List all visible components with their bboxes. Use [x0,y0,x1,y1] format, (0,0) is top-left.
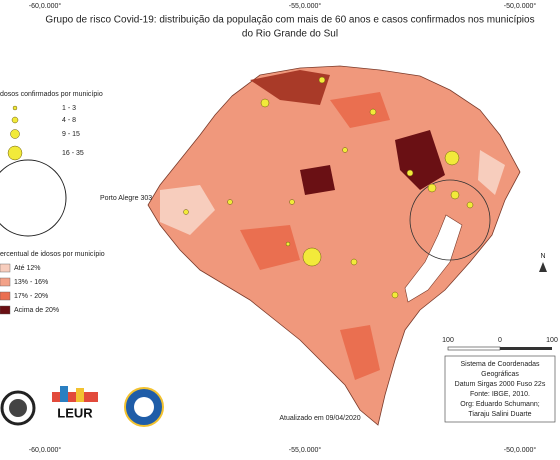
info-line: Geográficas [481,371,519,378]
case-circle [302,247,322,267]
case-circle [318,76,326,84]
region [300,165,335,195]
updated-label: Atualizado em 09/04/2020 [279,415,360,422]
lagoon [404,214,463,303]
case-circle [409,179,491,261]
legend-swatch [0,277,11,287]
scale-label: 0 [498,337,502,344]
graticule-label: -50,0.000° [504,2,537,10]
legend-symbol [12,105,18,111]
graticule-label: -60,0.000° [29,446,62,454]
case-circle [285,241,291,247]
case-circle [369,108,377,116]
logo [52,392,98,402]
case-circle [444,150,460,166]
case-circle [466,201,474,209]
legend-label: Porto Alegre 303 [100,195,152,202]
legend-title: dosos confirmados por município [0,91,103,98]
case-circle [260,98,270,108]
case-circle [391,291,399,299]
case-circle [289,199,295,205]
legend-symbol [10,129,20,139]
case-circle [183,209,189,215]
title: do Rio Grande do Sul [242,29,338,40]
region [240,225,300,270]
info-box [444,355,556,423]
legend-label: 13% - 16% [14,279,48,286]
legend-swatch [0,263,11,273]
legend-swatch [0,291,11,301]
legend-label: 16 - 35 [62,150,84,157]
legend-label: 1 - 3 [62,105,76,112]
legend-swatch [0,305,11,315]
region [340,325,380,380]
info-line: Datum Sirgas 2000 Fuso 22s [455,381,546,388]
region [330,92,390,128]
graticule-label: -55,0.000° [289,2,322,10]
legend-symbol [7,145,23,161]
legend-label: Até 12% [14,265,40,272]
info-line: Sistema de Coordenadas [461,361,540,368]
logo [9,399,27,417]
legend-label: 9 - 15 [62,131,80,138]
graticule-label: -55,0.000° [289,446,322,454]
state-map [147,65,521,426]
case-circle [227,199,233,205]
info-line: Fonte: IBGE, 2010. [470,391,530,398]
info-line: Org: Eduardo Schumann; [460,401,539,408]
north-arrow [539,262,547,272]
graticule-label: -50,0.000° [504,446,537,454]
logo-text: LEUR [57,405,93,420]
legend-title: ercentual de idosos por município [0,251,105,258]
info-line: Tiaraju Salini Duarte [468,411,531,418]
legend-label: Acima de 20% [14,307,59,314]
scale-label: 100 [546,337,558,344]
logo [60,386,68,402]
case-circle [342,147,348,153]
case-circle [406,169,414,177]
legend-label: 4 - 8 [62,117,76,124]
region [478,150,505,195]
scale-bar [447,346,552,351]
logo [134,397,154,417]
title: Grupo de risco Covid-19: distribuição da… [45,15,534,26]
case-circle [427,183,437,193]
case-circle [450,190,460,200]
region [250,70,330,105]
logo [76,388,84,402]
graticule-label: -60,0.000° [29,2,62,10]
scale-label: 100 [442,337,454,344]
legend-symbol [11,116,19,124]
case-circle [350,258,358,266]
legend-symbol [0,159,67,237]
north-label: N [540,253,545,260]
legend-label: 17% - 20% [14,293,48,300]
